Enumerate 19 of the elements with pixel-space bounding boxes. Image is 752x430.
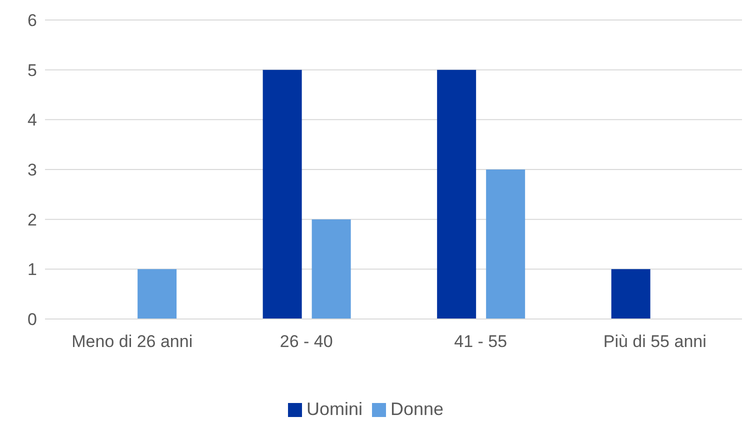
y-tick-label: 3 <box>28 160 37 180</box>
y-tick-label: 2 <box>28 210 37 230</box>
legend-label: Donne <box>390 399 444 419</box>
x-tick-label: Più di 55 anni <box>603 332 706 352</box>
x-tick-label: Meno di 26 anni <box>72 332 193 352</box>
legend-label: Uomini <box>306 399 362 419</box>
y-tick-label: 5 <box>28 60 37 80</box>
y-tick-label: 4 <box>28 110 37 130</box>
bar <box>611 269 650 319</box>
bar <box>312 219 351 319</box>
x-tick-label: 26 - 40 <box>280 332 333 352</box>
bar <box>486 170 526 319</box>
bar <box>437 70 476 319</box>
y-tick-label: 6 <box>28 11 37 30</box>
x-tick-label: 41 - 55 <box>454 332 508 352</box>
y-tick-label: 0 <box>28 310 37 330</box>
bar <box>138 269 177 319</box>
bar <box>262 70 302 319</box>
y-tick-label: 1 <box>28 260 37 280</box>
